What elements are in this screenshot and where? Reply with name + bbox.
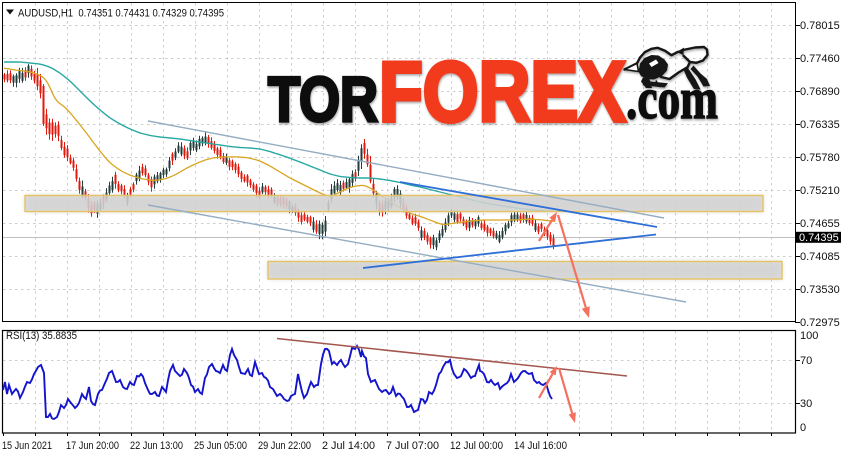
svg-text:0.75780: 0.75780 <box>800 152 840 164</box>
svg-text:TOR: TOR <box>268 65 378 135</box>
svg-text:12 Jul 00:00: 12 Jul 00:00 <box>450 440 503 452</box>
svg-text:25 Jun 05:00: 25 Jun 05:00 <box>194 440 247 452</box>
svg-text:0.73530: 0.73530 <box>800 284 840 296</box>
svg-text:FOREX: FOREX <box>379 45 626 140</box>
svg-text:0.72975: 0.72975 <box>800 317 840 329</box>
svg-text:100: 100 <box>800 330 818 342</box>
svg-text:0: 0 <box>800 422 806 434</box>
svg-text:22 Jun 13:00: 22 Jun 13:00 <box>130 440 183 452</box>
svg-text:0.76335: 0.76335 <box>800 119 840 131</box>
svg-text:0.74655: 0.74655 <box>800 218 840 230</box>
svg-text:0.78015: 0.78015 <box>800 20 840 32</box>
svg-text:RSI(13) 35.8835: RSI(13) 35.8835 <box>6 330 77 342</box>
svg-text:14 Jul 16:00: 14 Jul 16:00 <box>514 440 567 452</box>
svg-text:70: 70 <box>800 355 812 367</box>
svg-text:AUDUSD,H1 0.74351 0.74431 0.7: AUDUSD,H1 0.74351 0.74431 0.74329 0.7439… <box>18 8 224 20</box>
svg-text:0.76890: 0.76890 <box>800 86 840 98</box>
svg-text:2 Jul 14:00: 2 Jul 14:00 <box>322 440 375 452</box>
svg-text:0.77460: 0.77460 <box>800 53 840 65</box>
svg-text:7 Jul 07:00: 7 Jul 07:00 <box>386 440 439 452</box>
svg-text:29 Jun 22:00: 29 Jun 22:00 <box>258 440 311 452</box>
svg-text:0.75210: 0.75210 <box>800 185 840 197</box>
svg-text:0.74395: 0.74395 <box>799 232 839 244</box>
svg-text:15 Jun 2021: 15 Jun 2021 <box>2 440 52 452</box>
svg-text:17 Jun 20:00: 17 Jun 20:00 <box>66 440 119 452</box>
svg-text:30: 30 <box>800 398 812 410</box>
svg-text:0.74085: 0.74085 <box>800 251 840 263</box>
